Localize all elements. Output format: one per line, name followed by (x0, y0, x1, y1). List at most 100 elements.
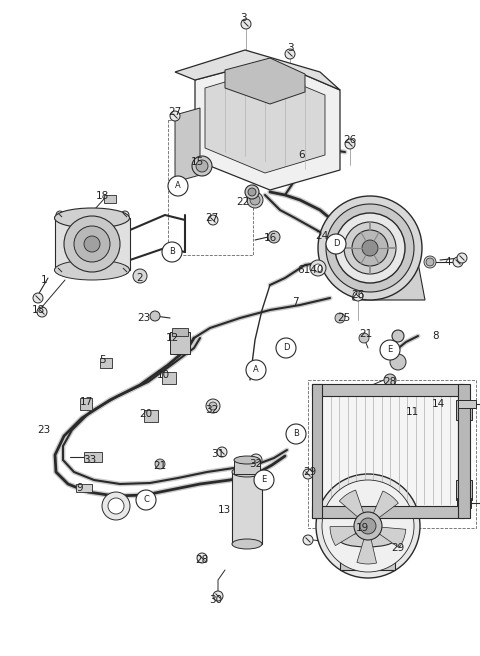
Polygon shape (195, 60, 340, 190)
Circle shape (326, 204, 414, 292)
Text: 32: 32 (205, 405, 218, 415)
Wedge shape (330, 526, 368, 546)
Circle shape (170, 111, 180, 121)
Bar (457, 498, 471, 508)
Circle shape (108, 498, 124, 514)
Text: 26: 26 (343, 135, 357, 145)
Text: B: B (169, 247, 175, 256)
Circle shape (332, 236, 344, 248)
Circle shape (56, 266, 64, 274)
Text: 21: 21 (154, 461, 167, 471)
Circle shape (344, 222, 396, 274)
Circle shape (209, 402, 217, 410)
Circle shape (392, 330, 404, 342)
Circle shape (316, 474, 420, 578)
Text: 23: 23 (137, 313, 151, 323)
Circle shape (326, 234, 346, 254)
Text: A: A (175, 182, 181, 190)
Circle shape (121, 266, 129, 274)
Circle shape (102, 492, 130, 520)
Bar (84, 452, 102, 462)
Circle shape (133, 269, 147, 283)
Text: C: C (143, 495, 149, 504)
Text: 25: 25 (337, 313, 350, 323)
Circle shape (345, 139, 355, 149)
Text: 6: 6 (299, 150, 305, 160)
Text: 27: 27 (168, 107, 181, 117)
Text: B: B (293, 430, 299, 438)
Bar (312, 384, 464, 396)
Ellipse shape (232, 539, 262, 549)
Bar (234, 460, 260, 474)
Circle shape (426, 258, 434, 266)
Circle shape (208, 215, 218, 225)
Bar (456, 400, 472, 420)
Circle shape (453, 257, 463, 267)
Circle shape (424, 256, 436, 268)
Text: 11: 11 (406, 407, 419, 417)
Circle shape (335, 213, 405, 283)
Ellipse shape (55, 260, 130, 280)
Bar (312, 506, 464, 518)
Text: 13: 13 (217, 505, 230, 515)
Text: 6140: 6140 (297, 265, 323, 275)
Polygon shape (338, 220, 425, 300)
Text: 8: 8 (432, 331, 439, 341)
Circle shape (155, 459, 165, 469)
Circle shape (457, 253, 467, 263)
Circle shape (64, 216, 120, 272)
Ellipse shape (55, 208, 130, 228)
Circle shape (74, 226, 110, 262)
Circle shape (217, 447, 227, 457)
Circle shape (380, 340, 400, 360)
Circle shape (250, 454, 262, 466)
Text: 3: 3 (287, 43, 293, 53)
Text: 29: 29 (303, 467, 317, 477)
Circle shape (310, 260, 326, 276)
Circle shape (362, 240, 378, 256)
Text: 12: 12 (166, 333, 179, 343)
Bar (104, 195, 116, 203)
Circle shape (285, 49, 295, 59)
Circle shape (318, 196, 422, 300)
Text: 17: 17 (79, 397, 93, 407)
Bar (458, 400, 476, 408)
Bar (162, 372, 176, 384)
Circle shape (121, 211, 129, 219)
Circle shape (168, 176, 188, 196)
Bar (170, 332, 190, 354)
Circle shape (246, 360, 266, 380)
Text: 29: 29 (391, 543, 405, 553)
Circle shape (192, 156, 212, 176)
Wedge shape (357, 526, 376, 564)
Text: 28: 28 (195, 555, 209, 565)
Text: 7: 7 (292, 297, 298, 307)
Circle shape (352, 230, 388, 266)
Circle shape (303, 469, 313, 479)
Text: 22: 22 (236, 197, 250, 207)
Text: 3: 3 (240, 13, 246, 23)
Text: 16: 16 (264, 233, 276, 243)
Text: 4: 4 (444, 257, 451, 267)
Text: 2: 2 (137, 273, 144, 283)
Text: 15: 15 (191, 157, 204, 167)
Circle shape (197, 553, 207, 563)
Circle shape (254, 470, 274, 490)
Ellipse shape (339, 533, 395, 547)
Text: 23: 23 (37, 425, 50, 435)
Bar (232, 472, 262, 544)
Bar (76, 484, 92, 492)
Circle shape (162, 242, 182, 262)
Circle shape (37, 307, 47, 317)
Text: 18: 18 (31, 305, 45, 315)
Circle shape (245, 185, 259, 199)
Text: 20: 20 (139, 409, 153, 419)
Circle shape (247, 192, 263, 208)
Bar (168, 120, 253, 255)
Bar (318, 388, 458, 508)
Circle shape (384, 374, 396, 386)
Text: 27: 27 (205, 213, 218, 223)
Text: E: E (387, 346, 393, 354)
Text: 31: 31 (211, 449, 225, 459)
Text: 28: 28 (384, 377, 396, 387)
